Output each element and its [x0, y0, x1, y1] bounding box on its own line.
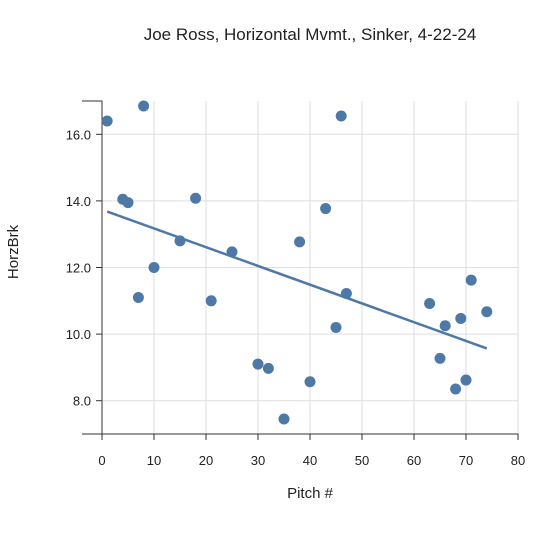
data-point	[460, 374, 472, 386]
trendline	[106, 210, 488, 350]
x-tick-label: 0	[98, 453, 105, 468]
data-point	[294, 236, 306, 248]
data-point	[335, 110, 347, 122]
x-tick-label: 40	[303, 453, 317, 468]
x-axis-label: Pitch #	[287, 485, 334, 502]
y-tick-label: 14.0	[66, 194, 91, 209]
data-point	[320, 203, 332, 215]
data-point	[450, 383, 462, 395]
data-point	[262, 362, 274, 374]
y-axis-label: HorzBrk	[5, 224, 22, 279]
chart-title: Joe Ross, Horizontal Mvmt., Sinker, 4-22…	[144, 25, 477, 44]
trendline-group	[106, 210, 488, 350]
x-tick-label: 80	[511, 453, 525, 468]
data-point	[174, 235, 186, 247]
data-point	[252, 358, 264, 370]
y-tick-label: 12.0	[66, 261, 91, 276]
data-point	[424, 297, 436, 309]
data-point	[481, 306, 493, 318]
y-tick-label: 8.0	[73, 394, 91, 409]
data-point	[278, 413, 290, 425]
x-tick-label: 30	[251, 453, 265, 468]
data-point	[330, 321, 342, 333]
data-point	[465, 274, 477, 286]
data-point	[132, 291, 144, 303]
data-point	[138, 100, 150, 112]
data-point	[101, 115, 113, 127]
data-point	[434, 352, 446, 364]
data-point	[455, 312, 467, 324]
data-point	[122, 197, 134, 209]
data-point	[304, 376, 316, 388]
data-point	[190, 192, 202, 204]
axes: 0 10 20 30 40 50 60 70 80 8.0 10.0 12.0 14.0 16.0	[66, 100, 525, 468]
x-tick-label: 20	[199, 453, 213, 468]
x-axis-line	[82, 433, 519, 440]
y-tick-label: 10.0	[66, 327, 91, 342]
data-point	[439, 320, 451, 332]
x-tick-label: 70	[459, 453, 473, 468]
data-point	[148, 262, 160, 273]
x-tick-label: 60	[407, 453, 421, 468]
data-point	[205, 295, 217, 307]
y-tick-label: 16.0	[66, 127, 91, 142]
x-tick-label: 10	[147, 453, 161, 468]
data-points	[101, 100, 493, 425]
data-point	[226, 246, 238, 258]
x-tick-label: 50	[355, 453, 369, 468]
data-point	[340, 287, 352, 299]
